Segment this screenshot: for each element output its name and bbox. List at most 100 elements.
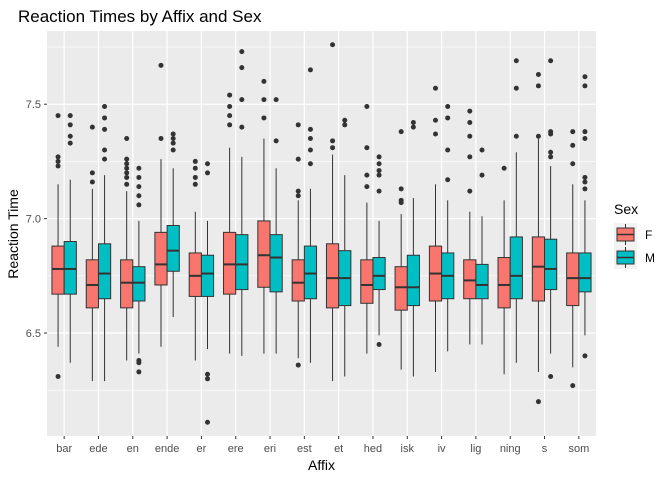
outlier-point (89, 170, 95, 176)
outlier-point (479, 172, 485, 178)
y-tick-label: 7.0 (26, 214, 41, 226)
x-tick-label: isk (401, 443, 415, 455)
outlier-point (535, 133, 541, 139)
box (97, 243, 112, 300)
legend: Sex FM (614, 201, 655, 269)
box-eri-M (269, 97, 283, 354)
box (269, 234, 283, 293)
box-er-M (200, 161, 215, 425)
outlier-point (467, 154, 473, 160)
outlier-point (501, 165, 507, 171)
x-tick-label: est (297, 443, 312, 455)
box-est-M (303, 67, 318, 363)
outlier-point (89, 179, 95, 185)
outlier-point (67, 140, 73, 146)
outlier-point (330, 145, 336, 151)
outlier-point (273, 97, 279, 103)
outlier-point (136, 184, 142, 190)
outlier-point (376, 161, 382, 167)
outlier-point (376, 341, 382, 347)
outlier-point (295, 362, 301, 368)
outlier-point (170, 147, 176, 153)
outlier-point (467, 133, 473, 139)
outlier-point (307, 126, 313, 132)
outlier-point (170, 131, 176, 137)
outlier-point (410, 120, 416, 126)
outlier-point (192, 181, 198, 187)
x-tick-label: ere (228, 443, 244, 455)
outlier-point (102, 147, 108, 153)
box-ning-F (497, 165, 511, 375)
outlier-point (582, 174, 588, 180)
outlier-point (158, 136, 164, 142)
box-ende-M (166, 131, 180, 318)
x-tick-label: ning (500, 443, 521, 455)
box-s-M (544, 58, 558, 380)
box-ende-F (154, 62, 168, 347)
outlier-point (307, 147, 313, 153)
outlier-point (170, 136, 176, 142)
box-som-F (566, 129, 580, 389)
outlier-point (227, 113, 233, 119)
box (154, 231, 168, 286)
legend-item-M: M (614, 246, 655, 269)
outlier-point (295, 156, 301, 162)
outlier-point (136, 165, 142, 171)
box (394, 266, 408, 311)
outlier-point (376, 154, 382, 160)
x-tick-label: ende (155, 443, 179, 455)
outlier-point (102, 126, 108, 132)
box (578, 252, 592, 293)
outlier-point (55, 163, 61, 169)
outlier-point (67, 133, 73, 139)
outlier-point (205, 419, 211, 425)
box-iv-M (441, 104, 455, 352)
outlier-point (102, 115, 108, 121)
outlier-point (239, 124, 245, 130)
outlier-point (124, 156, 130, 162)
outlier-point (570, 129, 576, 135)
outlier-point (205, 161, 211, 167)
outlier-point (124, 174, 130, 180)
outlier-point (67, 113, 73, 119)
box-en-F (120, 136, 134, 361)
outlier-point (582, 74, 588, 80)
outlier-point (398, 129, 404, 135)
outlier-point (582, 353, 588, 359)
y-axis-title: Reaction Time (5, 189, 21, 279)
x-tick-label: hed (364, 443, 382, 455)
outlier-point (364, 184, 370, 190)
box-hed-F (360, 104, 374, 354)
outlier-point (102, 104, 108, 110)
x-tick-label: lig (470, 443, 481, 455)
outlier-point (342, 122, 348, 128)
x-tick-label: en (127, 443, 139, 455)
outlier-point (273, 138, 279, 144)
outlier-point (479, 147, 485, 153)
outlier-point (227, 104, 233, 110)
outlier-point (570, 142, 576, 148)
outlier-point (102, 156, 108, 162)
outlier-point (136, 360, 142, 366)
outlier-point (445, 115, 451, 121)
box (325, 243, 340, 309)
x-tick-label: som (568, 443, 589, 455)
box (63, 241, 77, 295)
outlier-point (136, 202, 142, 208)
outlier-point (67, 122, 73, 128)
outlier-point (364, 104, 370, 110)
box-bar-M (63, 113, 77, 363)
outlier-point (55, 158, 61, 164)
outlier-point (307, 161, 313, 167)
outlier-point (55, 113, 61, 119)
box-som-M (578, 74, 592, 359)
outlier-point (239, 97, 245, 103)
box (372, 257, 386, 291)
box-lig-F (463, 108, 477, 345)
outlier-point (398, 200, 404, 206)
legend-label-F: F (645, 228, 652, 242)
outlier-point (570, 383, 576, 389)
outlier-point (535, 71, 541, 77)
outlier-point (55, 374, 61, 380)
